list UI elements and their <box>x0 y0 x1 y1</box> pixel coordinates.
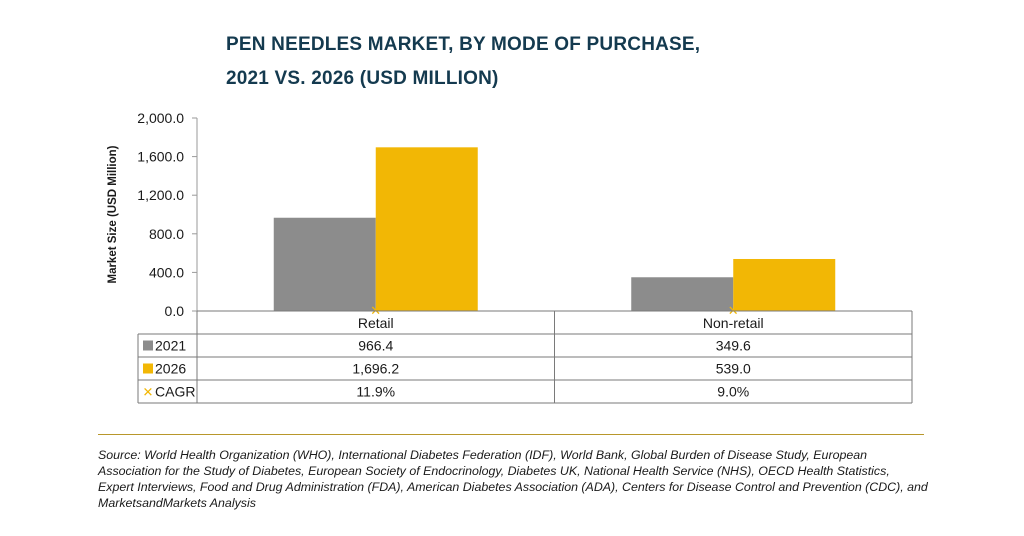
legend-label-2021: 2021 <box>155 338 186 354</box>
chart-title: PEN NEEDLES MARKET, BY MODE OF PURCHASE,… <box>226 28 700 96</box>
bar-2021-non-retail <box>631 277 734 311</box>
source-note: Source: World Health Organization (WHO),… <box>98 448 928 510</box>
data-label: 539.0 <box>716 361 751 377</box>
data-label: 966.4 <box>358 338 393 354</box>
data-label: 1,696.2 <box>352 361 399 377</box>
y-tick-label: 800.0 <box>149 226 184 242</box>
legend-label-cagr: CAGR <box>155 384 195 400</box>
bar-2021-retail <box>273 217 376 311</box>
title-line-2: 2021 VS. 2026 (USD MILLION) <box>226 68 499 89</box>
y-tick-label: 0.0 <box>165 303 185 319</box>
bar-chart: 0.0 400.0 800.0 1,200.0 1,600.0 2,000.0 Market… <box>107 110 913 404</box>
y-tick-label: 1,200.0 <box>137 187 184 203</box>
y-tick-label: 400.0 <box>149 264 184 280</box>
legend-swatch-2021 <box>143 340 153 351</box>
y-tick-label: 1,600.0 <box>137 149 184 165</box>
legend-label-2026: 2026 <box>155 361 186 377</box>
data-label: 11.9% <box>356 384 395 400</box>
legend-swatch-2026 <box>143 363 153 374</box>
data-label: 349.6 <box>716 338 751 354</box>
category-label: Non-retail <box>703 315 764 331</box>
y-axis-title: Market Size (USD Million) <box>107 145 119 283</box>
data-label: 9.0% <box>717 384 749 400</box>
source-divider <box>98 434 924 435</box>
bar-2026-retail <box>375 147 478 311</box>
y-tick-label: 2,000.0 <box>137 110 184 126</box>
category-label: Retail <box>358 315 394 331</box>
legend-swatch-cagr: ✕ <box>143 386 154 401</box>
bar-2026-non-retail <box>733 258 836 311</box>
title-line-1: PEN NEEDLES MARKET, BY MODE OF PURCHASE, <box>226 34 701 55</box>
